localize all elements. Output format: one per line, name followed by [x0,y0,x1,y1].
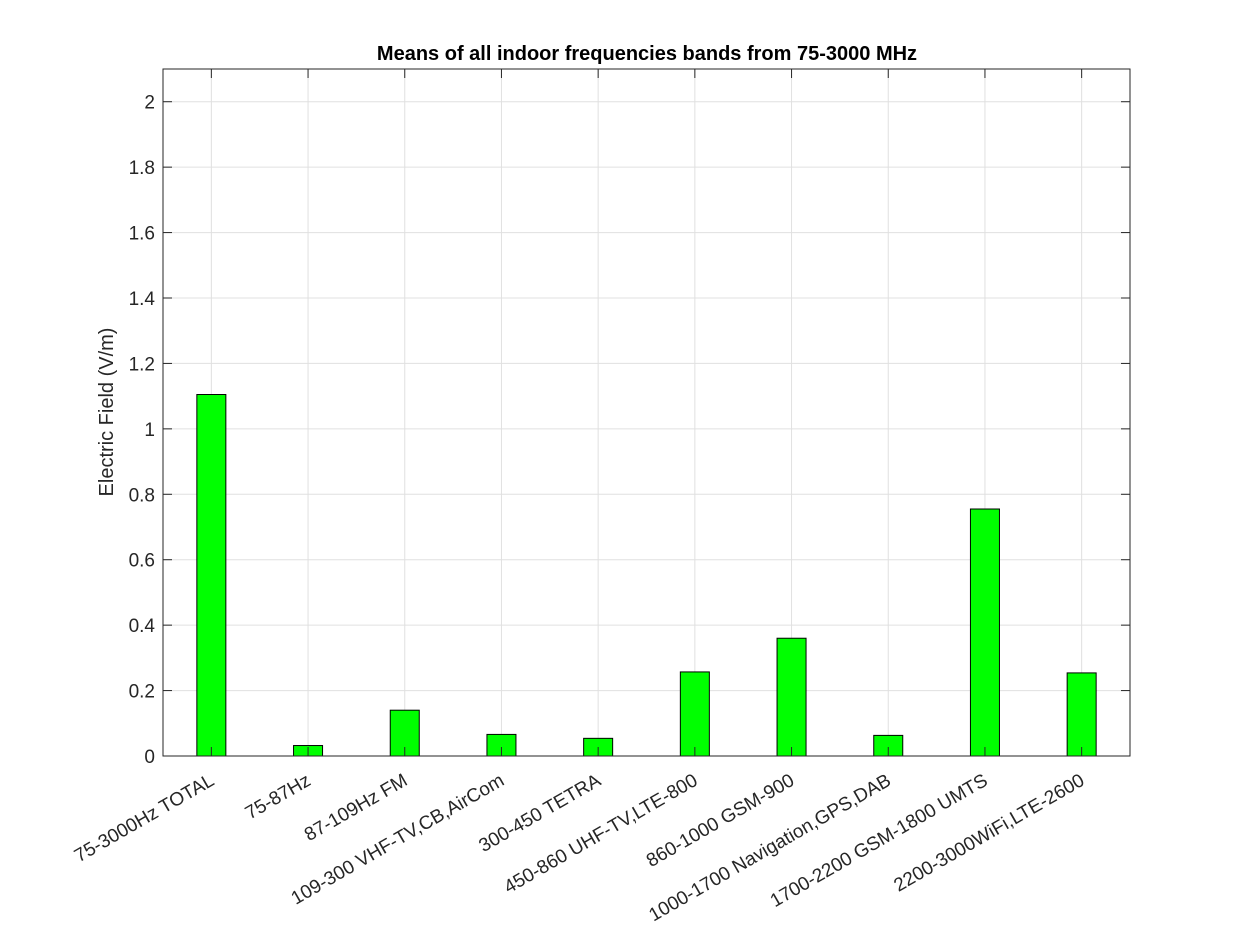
y-tick-label: 1.8 [129,158,155,179]
x-tick-label: 75-87Hz [242,770,315,824]
y-tick-label: 0.4 [129,616,156,637]
axes-box [162,68,1131,757]
y-tick-labels: 0 0.2 0.4 0.6 0.8 1 1.2 1.4 1.6 1.8 2 [129,93,156,768]
y-tick-label: 2 [144,93,155,114]
y-tick-label: 0.8 [129,485,155,506]
y-tick-label: 0 [144,747,155,768]
y-tick-label: 1.6 [129,224,155,245]
axes [162,68,1131,757]
x-tick-label: 75-3000Hz TOTAL [71,770,218,867]
plot-area [163,69,1130,756]
y-tick-label: 0.2 [129,682,155,703]
bar [679,671,710,757]
bar [196,394,227,757]
bars [196,394,1097,757]
y-tick-label: 0.6 [129,551,155,572]
bar [389,709,420,757]
y-tick-label: 1.2 [129,354,155,375]
chart-title: Means of all indoor frequencies bands fr… [377,43,917,65]
y-tick-label: 1.4 [129,289,156,310]
y-axis-label: Electric Field (V/m) [96,328,118,497]
bar [1066,672,1097,757]
y-tick-label: 1 [144,420,155,441]
bar [969,508,1000,757]
bar [776,637,807,757]
